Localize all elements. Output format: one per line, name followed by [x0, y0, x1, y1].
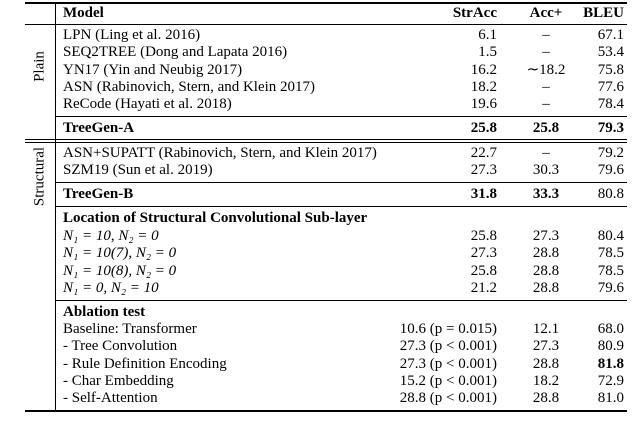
section-title: Location of Structural Convolutional Sub…	[63, 210, 368, 226]
rule	[25, 2, 627, 4]
rule	[55, 116, 627, 117]
metric-value: 80.9	[597, 338, 624, 355]
metric-value: 28.8	[532, 245, 560, 262]
metric-value: 12.1	[532, 321, 560, 337]
metric-value: 67.1	[597, 27, 624, 43]
model-name: ASN (Rabinovich, Stern, and Klein 2017)	[63, 78, 316, 95]
model-name: N₁ = 0, N₂ = 10	[63, 279, 159, 296]
model-name: N₁ = 10(8), N₂ = 0	[63, 262, 177, 279]
metric-value: Acc+	[529, 5, 563, 21]
metric-value: ∼18.2	[526, 61, 566, 78]
metric-value: 78.5	[597, 262, 624, 279]
section-title: Ablation test	[63, 304, 146, 320]
metric-value: –	[542, 78, 550, 95]
metric-value: 25.8	[470, 228, 497, 244]
metric-value: 28.8	[532, 390, 560, 407]
model-name: ReCode (Hayati et al. 2018)	[63, 96, 232, 113]
metric-value: 81.8	[597, 355, 624, 372]
metric-value: 81.0	[597, 390, 624, 407]
model-name: - Char Embedding	[63, 372, 174, 389]
model-name: Baseline: Transformer	[63, 321, 197, 337]
metric-value: 15.2 (p < 0.001)	[399, 372, 497, 389]
metric-value: 22.7	[470, 145, 497, 161]
metric-value: 25.8	[532, 120, 560, 136]
rule	[25, 410, 627, 412]
metric-value: 10.6 (p = 0.015)	[399, 321, 497, 337]
metric-value: 27.3	[532, 338, 560, 355]
metric-value: 78.5	[597, 245, 624, 262]
model-name: Model	[63, 5, 104, 21]
model-name: TreeGen-A	[63, 120, 135, 136]
model-name: TreeGen-B	[63, 186, 134, 202]
metric-value: 28.8	[532, 279, 560, 296]
metric-value: 18.2	[532, 372, 560, 389]
metric-value: 28.8	[532, 262, 560, 279]
metric-value: 27.3	[532, 228, 560, 244]
metric-value: 79.6	[597, 162, 624, 179]
rule	[25, 139, 627, 140]
metric-value: 18.2	[470, 78, 497, 95]
model-name: LPN (Ling et al. 2016)	[63, 27, 201, 43]
metric-value: –	[542, 145, 550, 161]
metric-value: 79.3	[597, 120, 624, 136]
model-name: SZM19 (Sun et al. 2019)	[63, 162, 213, 179]
metric-value: 68.0	[597, 321, 624, 337]
metric-value: –	[542, 44, 550, 61]
model-name: - Rule Definition Encoding	[63, 355, 227, 372]
metric-value: 27.3 (p < 0.001)	[399, 355, 497, 372]
metric-value: 25.8	[470, 262, 497, 279]
metric-value: 79.2	[597, 145, 624, 161]
metric-value: 1.5	[478, 44, 497, 61]
metric-value: 16.2	[470, 61, 497, 78]
metric-value: 31.8	[470, 186, 497, 202]
model-name: N₁ = 10(7), N₂ = 0	[63, 245, 177, 262]
metric-value: 28.8	[532, 355, 560, 372]
metric-value: 25.8	[470, 120, 497, 136]
group-label: Plain	[31, 51, 48, 82]
rule	[55, 300, 627, 301]
metric-value: 30.3	[532, 162, 560, 179]
metric-value: 72.9	[597, 372, 624, 389]
rule	[25, 24, 627, 25]
metric-value: 27.3 (p < 0.001)	[399, 338, 497, 355]
metric-value: 33.3	[532, 186, 560, 202]
metric-value: StrAcc	[452, 5, 497, 21]
metric-value: 21.2	[470, 279, 497, 296]
metric-value: 19.6	[470, 96, 497, 113]
model-name: N₁ = 10, N₂ = 0	[63, 228, 159, 244]
metric-value: BLEU	[583, 5, 624, 21]
model-name: - Self-Attention	[63, 390, 158, 407]
model-name: YN17 (Yin and Neubig 2017)	[63, 61, 243, 78]
metric-value: 6.1	[478, 27, 497, 43]
metric-value: 27.3	[470, 245, 497, 262]
rule	[55, 206, 627, 207]
metric-value: 78.4	[597, 96, 624, 113]
rule	[55, 2, 56, 410]
model-name: - Tree Convolution	[63, 338, 178, 355]
metric-value: 28.8 (p < 0.001)	[399, 390, 497, 407]
metric-value: 80.4	[597, 228, 624, 244]
group-label: Structural	[31, 146, 48, 207]
metric-value: 77.6	[597, 78, 624, 95]
model-name: SEQ2TREE (Dong and Lapata 2016)	[63, 44, 288, 61]
metric-value: 53.4	[597, 44, 624, 61]
metric-value: –	[542, 27, 550, 43]
rule	[55, 182, 627, 183]
metric-value: 75.8	[597, 61, 624, 78]
metric-value: 80.8	[597, 186, 624, 202]
metric-value: 27.3	[470, 162, 497, 179]
metric-value: 79.6	[597, 279, 624, 296]
model-name: ASN+SUPATT (Rabinovich, Stern, and Klein…	[63, 145, 377, 161]
metric-value: –	[542, 96, 550, 113]
rule	[25, 142, 627, 143]
